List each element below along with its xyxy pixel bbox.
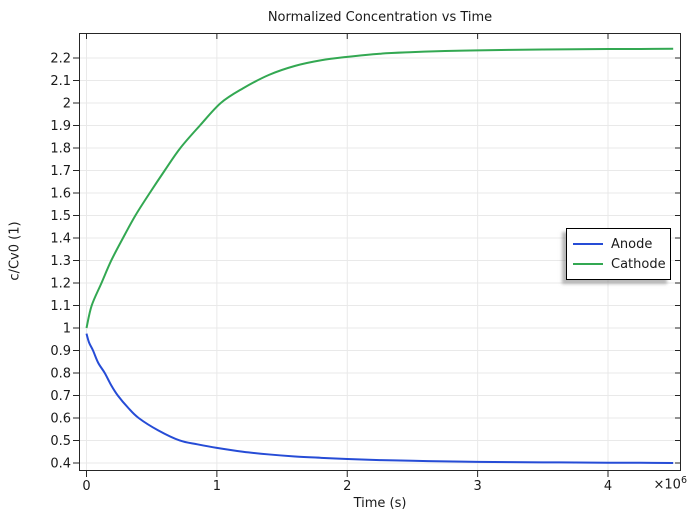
x-tick-label: 3 (473, 479, 481, 494)
y-tick-label: 1.2 (50, 276, 71, 291)
y-tick-label: 2.2 (50, 51, 71, 66)
y-tick-label: 1.4 (50, 231, 71, 246)
y-tick-label: 1.8 (50, 141, 71, 156)
y-tick-label: 0.7 (50, 389, 71, 404)
y-tick-label: 1.9 (50, 119, 71, 134)
x-tick-label: 2 (343, 479, 351, 494)
y-tick-label: 1.5 (50, 209, 71, 224)
y-tick-label: 2 (63, 96, 71, 111)
y-tick-label: 1.3 (50, 254, 71, 269)
y-tick-label: 0.6 (50, 411, 71, 426)
legend-item-anode: Anode (573, 237, 670, 252)
legend-label-cathode: Cathode (611, 256, 666, 272)
legend: Anode Cathode (566, 228, 671, 280)
y-tick-label: 0.8 (50, 366, 71, 381)
exponent-power: 6 (680, 475, 687, 486)
legend-label-anode: Anode (611, 236, 653, 252)
x-axis-exponent: ×106 (654, 475, 687, 492)
y-tick-label: 0.5 (50, 434, 71, 449)
tick-labels: 0 1 2 3 4 0.4 0.5 0.6 0.7 0.8 0.9 1 1.1 1.2 1.3 1.4 1.5 1… (50, 51, 612, 494)
y-tick-label: 2.1 (50, 74, 71, 89)
x-tick-label: 4 (604, 479, 612, 494)
anode-curve (85, 333, 674, 464)
axis-ticks (73, 33, 681, 477)
y-tick-label: 1.7 (50, 164, 71, 179)
cathode-line-swatch (573, 263, 603, 265)
cathode-curve (85, 47, 674, 329)
legend-item-cathode: Cathode (573, 257, 670, 272)
anode-line-swatch (573, 243, 603, 245)
curves (85, 47, 674, 464)
y-axis-label: c/Cv0 (1) (7, 221, 23, 281)
y-tick-label: 0.4 (50, 456, 71, 471)
y-tick-label: 1.1 (50, 299, 71, 314)
y-tick-label: 1 (63, 321, 71, 336)
x-axis-label: Time (s) (353, 496, 407, 511)
exponent-base: ×10 (653, 477, 681, 493)
y-tick-label: 1.6 (50, 186, 71, 201)
chart-title: Normalized Concentration vs Time (267, 10, 493, 25)
x-tick-label: 0 (82, 479, 90, 494)
y-tick-label: 0.9 (50, 344, 71, 359)
plot-frame (79, 33, 681, 471)
x-tick-label: 1 (213, 479, 221, 494)
